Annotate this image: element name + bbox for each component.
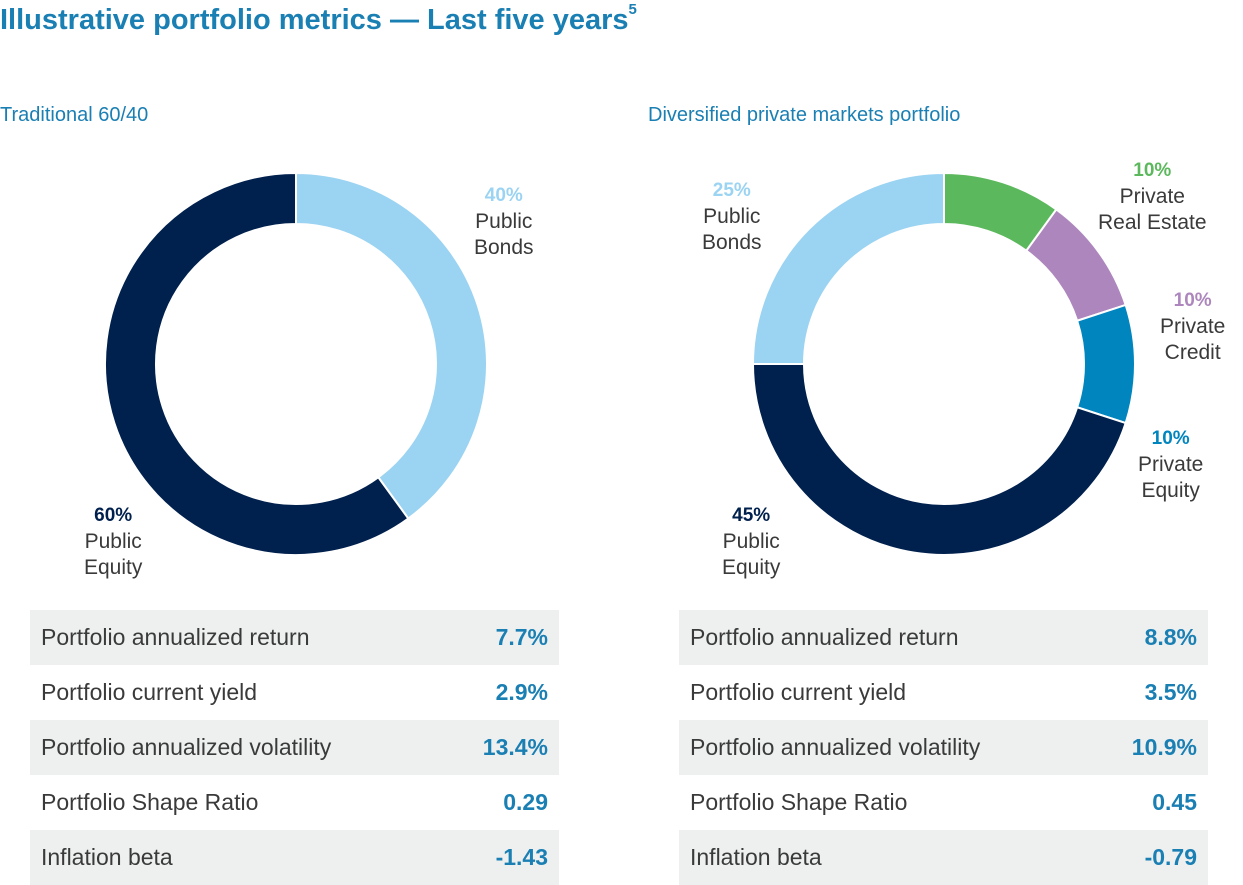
metric-label: Inflation beta [679,830,1093,885]
private-real-estate-name-2: Real Estate [1098,211,1207,234]
metric-value: 8.8% [1092,610,1208,665]
private-credit-pct: 10% [1173,290,1212,311]
metric-value: 2.9% [495,679,548,705]
slice-public-bonds [295,171,488,520]
private-real-estate-name-1: Private [1119,185,1185,208]
table-row: Portfolio current yield 2.9% [30,665,559,720]
left-donut-chart [104,171,488,556]
metric-value: 7.7% [443,610,559,665]
label-public-bonds: 40% Public Bonds [474,183,534,261]
public-equity-right-name-1: Public [722,530,780,553]
metric-label: Portfolio current yield [41,679,258,705]
label-private-real-estate: 10% Private Real Estate [1098,158,1207,236]
right-donut-chart [751,171,1136,556]
left-metrics-table: Portfolio annualized return 7.7% Portfoli… [30,610,559,885]
metric-value: -1.43 [443,830,559,885]
left-chart-title: Traditional 60/40 [0,104,149,126]
label-public-equity-right: 45% Public Equity [722,503,780,581]
label-private-credit: 10% Private Credit [1160,288,1225,366]
metric-value: 0.45 [1152,789,1197,815]
slice-public-bonds [751,171,945,365]
metric-label: Portfolio annualized return [30,610,444,665]
private-equity-pct: 10% [1151,428,1190,449]
public-bonds-name-1: Public [475,210,533,233]
public-equity-name-2: Equity [84,556,143,579]
table-row: Portfolio current yield 3.5% [679,665,1208,720]
private-credit-name-2: Credit [1164,341,1221,364]
slice-public-equity [751,363,1127,556]
private-real-estate-pct: 10% [1133,160,1172,181]
metric-label: Portfolio Shape Ratio [690,789,908,815]
public-equity-name-1: Public [84,530,142,553]
metric-label: Portfolio annualized volatility [30,720,444,775]
right-chart-title: Diversified private markets portfolio [648,104,961,126]
public-bonds-name-2: Bonds [474,236,534,259]
public-equity-pct: 60% [94,505,133,526]
table-row: Portfolio Shape Ratio 0.45 [679,775,1208,830]
public-bonds-pct-right: 25% [712,180,751,201]
metric-value: -0.79 [1092,830,1208,885]
private-credit-name-1: Private [1160,315,1226,338]
metric-label: Portfolio current yield [690,679,907,705]
table-row: Portfolio Shape Ratio 0.29 [30,775,559,830]
metric-label: Portfolio Shape Ratio [41,789,259,815]
slice-public-equity [104,171,410,556]
metric-label: Portfolio annualized return [679,610,1093,665]
public-equity-right-name-2: Equity [722,556,781,579]
metric-label: Inflation beta [30,830,444,885]
public-equity-pct-right: 45% [732,505,771,526]
private-equity-name-1: Private [1138,453,1204,476]
public-bonds-right-name-2: Bonds [702,231,762,254]
slice-private-equity [1075,303,1136,425]
public-bonds-pct: 40% [484,185,523,206]
table-row: Portfolio annualized volatility 13.4% [30,720,559,775]
table-row: Portfolio annualized return 8.8% [679,610,1208,665]
table-row: Portfolio annualized return 7.7% [30,610,559,665]
label-private-equity: 10% Private Equity [1138,426,1203,504]
table-row: Inflation beta -0.79 [679,830,1208,885]
metric-value: 0.29 [503,789,548,815]
private-equity-name-2: Equity [1141,479,1200,502]
label-public-bonds-right: 25% Public Bonds [702,178,762,256]
metric-value: 10.9% [1092,720,1208,775]
metric-label: Portfolio annualized volatility [679,720,1093,775]
metric-value: 3.5% [1144,679,1197,705]
metric-value: 13.4% [443,720,559,775]
right-metrics-table: Portfolio annualized return 8.8% Portfoli… [679,610,1208,885]
label-public-equity: 60% Public Equity [84,503,142,581]
public-bonds-right-name-1: Public [703,205,761,228]
page-title: Illustrative portfolio metrics — Last fi… [0,1,637,36]
table-row: Portfolio annualized volatility 10.9% [679,720,1208,775]
table-row: Inflation beta -1.43 [30,830,559,885]
